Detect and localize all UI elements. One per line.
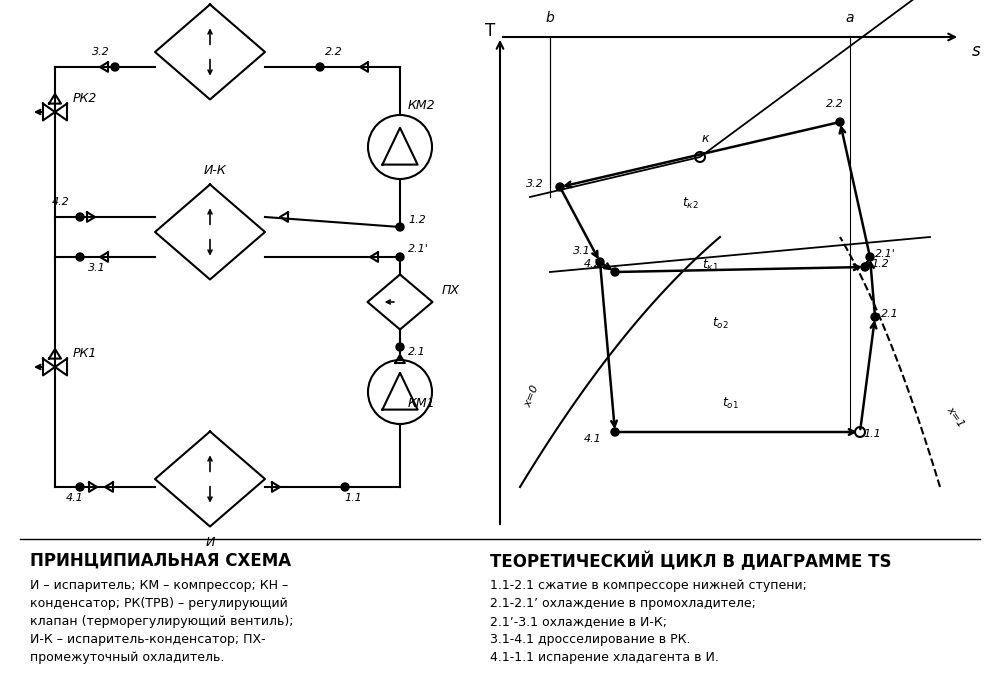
Text: $t_{о2}$: $t_{о2}$ [712, 316, 728, 331]
Text: 1.1-2.1 сжатие в компрессоре нижней ступени;: 1.1-2.1 сжатие в компрессоре нижней ступ… [490, 579, 807, 592]
Circle shape [556, 183, 564, 191]
Circle shape [611, 428, 619, 436]
Circle shape [111, 63, 119, 71]
Circle shape [76, 213, 84, 221]
Circle shape [396, 253, 404, 261]
Text: T: T [485, 22, 495, 40]
Text: 4.2: 4.2 [584, 259, 602, 269]
Circle shape [396, 343, 404, 351]
Text: КМ1: КМ1 [408, 397, 436, 410]
Text: x=1: x=1 [944, 405, 966, 429]
Text: КМ2: КМ2 [408, 99, 436, 112]
Text: s: s [972, 42, 981, 60]
Circle shape [861, 263, 869, 271]
Text: 1.2: 1.2 [871, 259, 889, 269]
Text: 3.2: 3.2 [526, 179, 544, 189]
Text: a: a [846, 11, 854, 25]
Text: 2.1: 2.1 [881, 309, 899, 319]
Circle shape [871, 313, 879, 321]
Text: 4.1-1.1 испарение хладагента в И.: 4.1-1.1 испарение хладагента в И. [490, 651, 719, 664]
Circle shape [316, 63, 324, 71]
Text: 1.1: 1.1 [863, 429, 881, 439]
Text: $t_{к1}$: $t_{к1}$ [702, 258, 718, 273]
Circle shape [866, 253, 874, 261]
Text: И – испаритель; КМ – компрессор; КН –: И – испаритель; КМ – компрессор; КН – [30, 579, 288, 592]
Text: И-К – испаритель-конденсатор; ПХ-: И-К – испаритель-конденсатор; ПХ- [30, 633, 266, 646]
Text: И-К: И-К [204, 164, 226, 177]
Text: ПХ: ПХ [442, 284, 460, 297]
Text: 1.1: 1.1 [344, 493, 362, 503]
Circle shape [836, 118, 844, 126]
Text: 3.2: 3.2 [92, 47, 110, 57]
Circle shape [341, 483, 349, 491]
Text: 4.2: 4.2 [52, 197, 70, 207]
Text: x=0: x=0 [523, 384, 541, 409]
Text: 4.1: 4.1 [66, 493, 84, 503]
Circle shape [611, 268, 619, 276]
Text: $t_{о1}$: $t_{о1}$ [722, 396, 738, 411]
Circle shape [396, 223, 404, 231]
Text: промежуточный охладитель.: промежуточный охладитель. [30, 651, 224, 664]
Text: клапан (терморегулирующий вентиль);: клапан (терморегулирующий вентиль); [30, 615, 294, 628]
Text: $t_{к2}$: $t_{к2}$ [682, 196, 698, 211]
Text: ПРИНЦИПИАЛЬНАЯ СХЕМА: ПРИНЦИПИАЛЬНАЯ СХЕМА [30, 552, 291, 570]
Text: 2.1: 2.1 [408, 347, 426, 357]
Circle shape [76, 253, 84, 261]
Text: 2.2: 2.2 [325, 47, 343, 57]
Circle shape [596, 258, 604, 266]
Text: 2.1': 2.1' [408, 244, 429, 254]
Text: ТЕОРЕТИЧЕСКИЙ ЦИКЛ В ДИАГРАММЕ TS: ТЕОРЕТИЧЕСКИЙ ЦИКЛ В ДИАГРАММЕ TS [490, 552, 892, 572]
Text: РК2: РК2 [73, 92, 97, 105]
Text: b: b [546, 11, 554, 25]
Text: РК1: РК1 [73, 347, 97, 360]
Text: 2.1': 2.1' [875, 249, 895, 259]
Text: 4.1: 4.1 [584, 434, 602, 444]
Text: 3.1-4.1 дросселирование в РК.: 3.1-4.1 дросселирование в РК. [490, 633, 690, 646]
Text: 2.2: 2.2 [826, 99, 844, 109]
Text: И: И [205, 536, 215, 549]
Text: 2.1’-3.1 охлаждение в И-К;: 2.1’-3.1 охлаждение в И-К; [490, 615, 667, 628]
Text: 2.1-2.1’ охлаждение в промохладителе;: 2.1-2.1’ охлаждение в промохладителе; [490, 597, 756, 610]
Text: конденсатор; РК(ТРВ) – регулирующий: конденсатор; РК(ТРВ) – регулирующий [30, 597, 288, 610]
Text: к: к [701, 132, 709, 145]
Text: 3.1: 3.1 [88, 263, 106, 273]
Text: 3.1: 3.1 [573, 246, 591, 256]
Circle shape [76, 483, 84, 491]
Text: 1.2: 1.2 [408, 215, 426, 225]
